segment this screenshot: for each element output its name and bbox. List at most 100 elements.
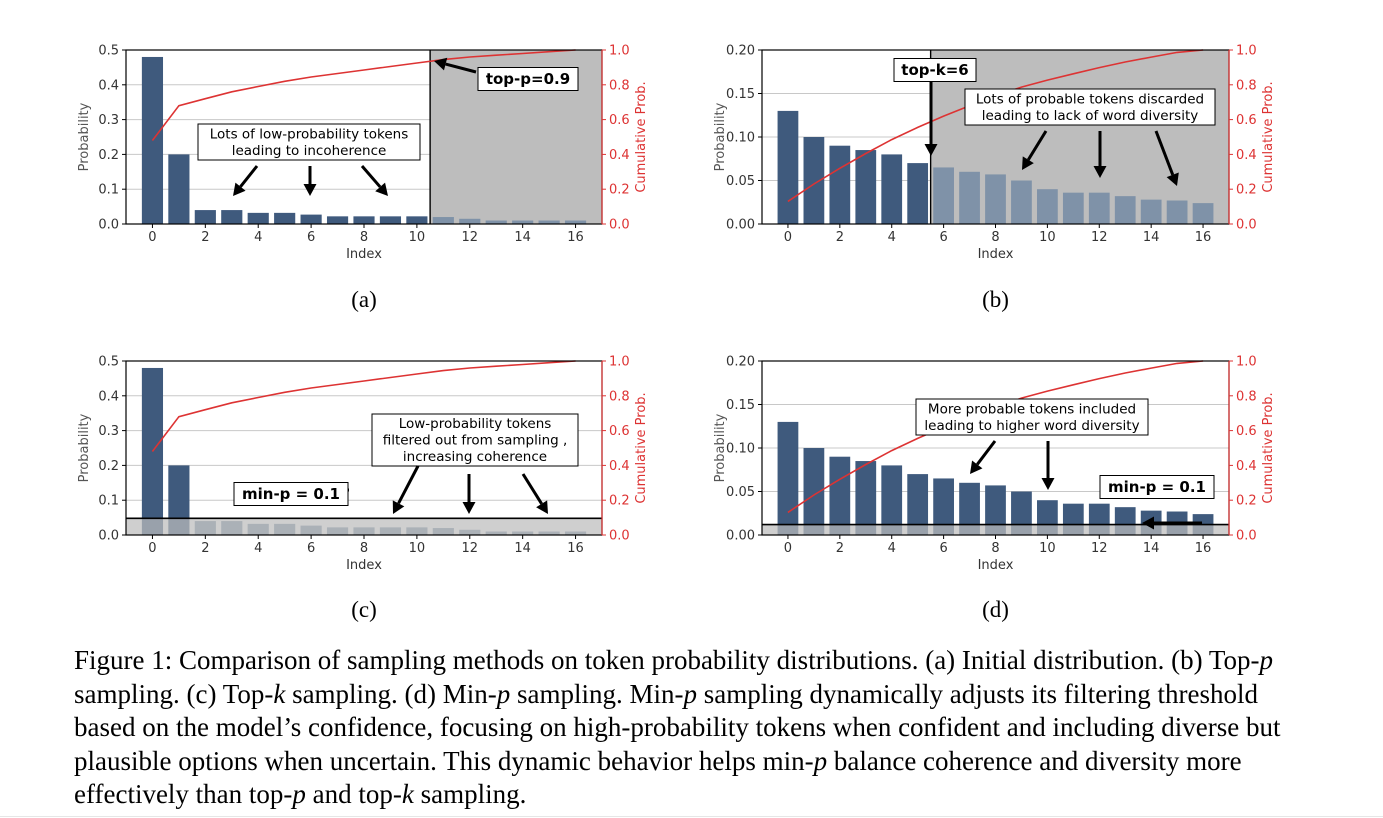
bar-8 xyxy=(985,485,1006,535)
bar-13 xyxy=(1114,196,1136,224)
y2-tick-label: 0.4 xyxy=(609,148,630,163)
y-tick-label: 0.20 xyxy=(726,355,755,370)
annotation-box xyxy=(915,398,1149,436)
subcaption: (c) xyxy=(351,597,377,622)
label-arrow xyxy=(924,82,938,156)
y2-tick-label: 0.0 xyxy=(1236,529,1257,544)
y2-tick-label: 1.0 xyxy=(1236,355,1257,370)
annotation-text: leading to higher word diversity xyxy=(924,418,1139,434)
x-tick-label: 6 xyxy=(307,230,315,245)
x-axis-label: Index xyxy=(978,247,1014,262)
x-axis-label: Index xyxy=(346,558,382,573)
y-tick-label: 0.05 xyxy=(726,174,755,189)
chart-panel-c: 0.0 0.1 0.2 0.3 0.4 0.5 0.0 0.2 0.4 0.6 0.8 1.0 0 2 4 6… xyxy=(77,355,649,623)
y-tick-label: 0.3 xyxy=(98,113,119,128)
annotation-text: More probable tokens included xyxy=(928,401,1136,417)
annotation-text: filtered out from sampling , xyxy=(383,433,568,449)
y-tick-label: 0.4 xyxy=(98,78,119,93)
method-label-box xyxy=(1099,475,1215,499)
y2-tick-label: 0.0 xyxy=(609,529,630,544)
x-tick-label: 8 xyxy=(360,541,368,556)
annotation-box xyxy=(371,413,579,467)
y-axis-label: Probability xyxy=(77,102,92,171)
bar-10 xyxy=(406,216,428,224)
chart-panel-d: 0.00 0.05 0.10 0.15 0.20 0.0 0.2 0.4 0.6 0.8 1.0 0 2… xyxy=(713,355,1276,623)
annotation-text: Low-probability tokens xyxy=(399,416,552,432)
y2-tick-label: 1.0 xyxy=(1236,44,1257,59)
x-tick-label: 10 xyxy=(1039,541,1056,556)
cumulative-line xyxy=(151,360,576,452)
annotation-text: Lots of low-probability tokens xyxy=(210,126,409,142)
y2-tick-label: 1.0 xyxy=(609,44,630,59)
y-tick-label: 0.00 xyxy=(726,218,755,233)
x-tick-label: 2 xyxy=(201,541,209,556)
bar-6 xyxy=(933,478,954,535)
x-tick-label: 12 xyxy=(462,541,479,556)
x-tick-label: 0 xyxy=(784,541,792,556)
x-tick-label: 16 xyxy=(567,541,584,556)
y-axis-label: Probability xyxy=(713,102,728,171)
y2-tick-label: 0.8 xyxy=(1236,78,1257,93)
bar-4 xyxy=(881,465,903,535)
bar-7 xyxy=(959,171,980,224)
subcaption: (b) xyxy=(982,287,1009,312)
method-label-box xyxy=(893,58,977,82)
bar-6 xyxy=(300,214,322,224)
bar-5 xyxy=(274,212,296,224)
y2-tick-label: 0.6 xyxy=(1236,424,1257,439)
label-arrow xyxy=(1142,516,1202,530)
y-tick-label: 0.3 xyxy=(98,424,119,439)
x-tick-label: 4 xyxy=(254,541,262,556)
y-tick-label: 0.0 xyxy=(98,529,119,544)
method-label-box xyxy=(477,67,579,91)
x-tick-label: 16 xyxy=(1195,541,1212,556)
bars xyxy=(777,110,1214,224)
y-tick-label: 0.00 xyxy=(726,529,755,544)
bar-1 xyxy=(168,154,190,224)
x-tick-label: 6 xyxy=(307,541,315,556)
x-tick-label: 12 xyxy=(1091,230,1108,245)
bar-2 xyxy=(829,456,851,535)
y2-axis-label: Cumulative Prob. xyxy=(1261,392,1276,503)
annotation-arrow xyxy=(1154,130,1179,186)
bar-4 xyxy=(247,212,269,224)
subcaption: (a) xyxy=(351,287,377,312)
annotation-box xyxy=(197,123,421,161)
x-tick-label: 4 xyxy=(254,230,262,245)
y-tick-label: 0.5 xyxy=(98,355,119,370)
x-tick-label: 2 xyxy=(836,541,844,556)
y-tick-label: 0.4 xyxy=(98,389,119,404)
y2-tick-label: 0.6 xyxy=(1236,113,1257,128)
bar-9 xyxy=(379,216,402,224)
y-tick-label: 0.1 xyxy=(98,494,119,509)
annotation-arrow xyxy=(303,166,317,196)
x-tick-label: 0 xyxy=(784,230,792,245)
y2-tick-label: 0.2 xyxy=(1236,183,1257,198)
annotation-text: increasing coherence xyxy=(403,449,547,465)
x-axis-label: Index xyxy=(978,558,1014,573)
y2-axis-label: Cumulative Prob. xyxy=(634,81,649,192)
x-tick-label: 12 xyxy=(462,230,479,245)
method-label: top-p=0.9 xyxy=(486,70,570,88)
bar-7 xyxy=(959,482,980,535)
y-tick-label: 0.10 xyxy=(726,442,755,457)
method-label: min-p = 0.1 xyxy=(242,485,340,503)
x-tick-label: 10 xyxy=(409,541,426,556)
x-tick-label: 10 xyxy=(409,230,426,245)
x-axis-label: Index xyxy=(346,247,382,262)
bar-15 xyxy=(1166,200,1188,224)
bar-16 xyxy=(564,220,587,224)
bar-3 xyxy=(855,150,877,224)
bar-13 xyxy=(485,220,507,224)
label-arrow xyxy=(434,57,477,74)
y2-tick-label: 0.8 xyxy=(609,389,630,404)
x-tick-label: 6 xyxy=(939,230,947,245)
bar-3 xyxy=(221,210,243,224)
y-tick-label: 0.2 xyxy=(98,148,119,163)
figure-caption: Figure 1: Comparison of sampling methods… xyxy=(74,645,1281,809)
bar-9 xyxy=(1011,180,1032,224)
method-label-box xyxy=(233,482,349,506)
annotation-text: leading to incoherence xyxy=(232,143,387,159)
bar-12 xyxy=(1088,192,1110,224)
